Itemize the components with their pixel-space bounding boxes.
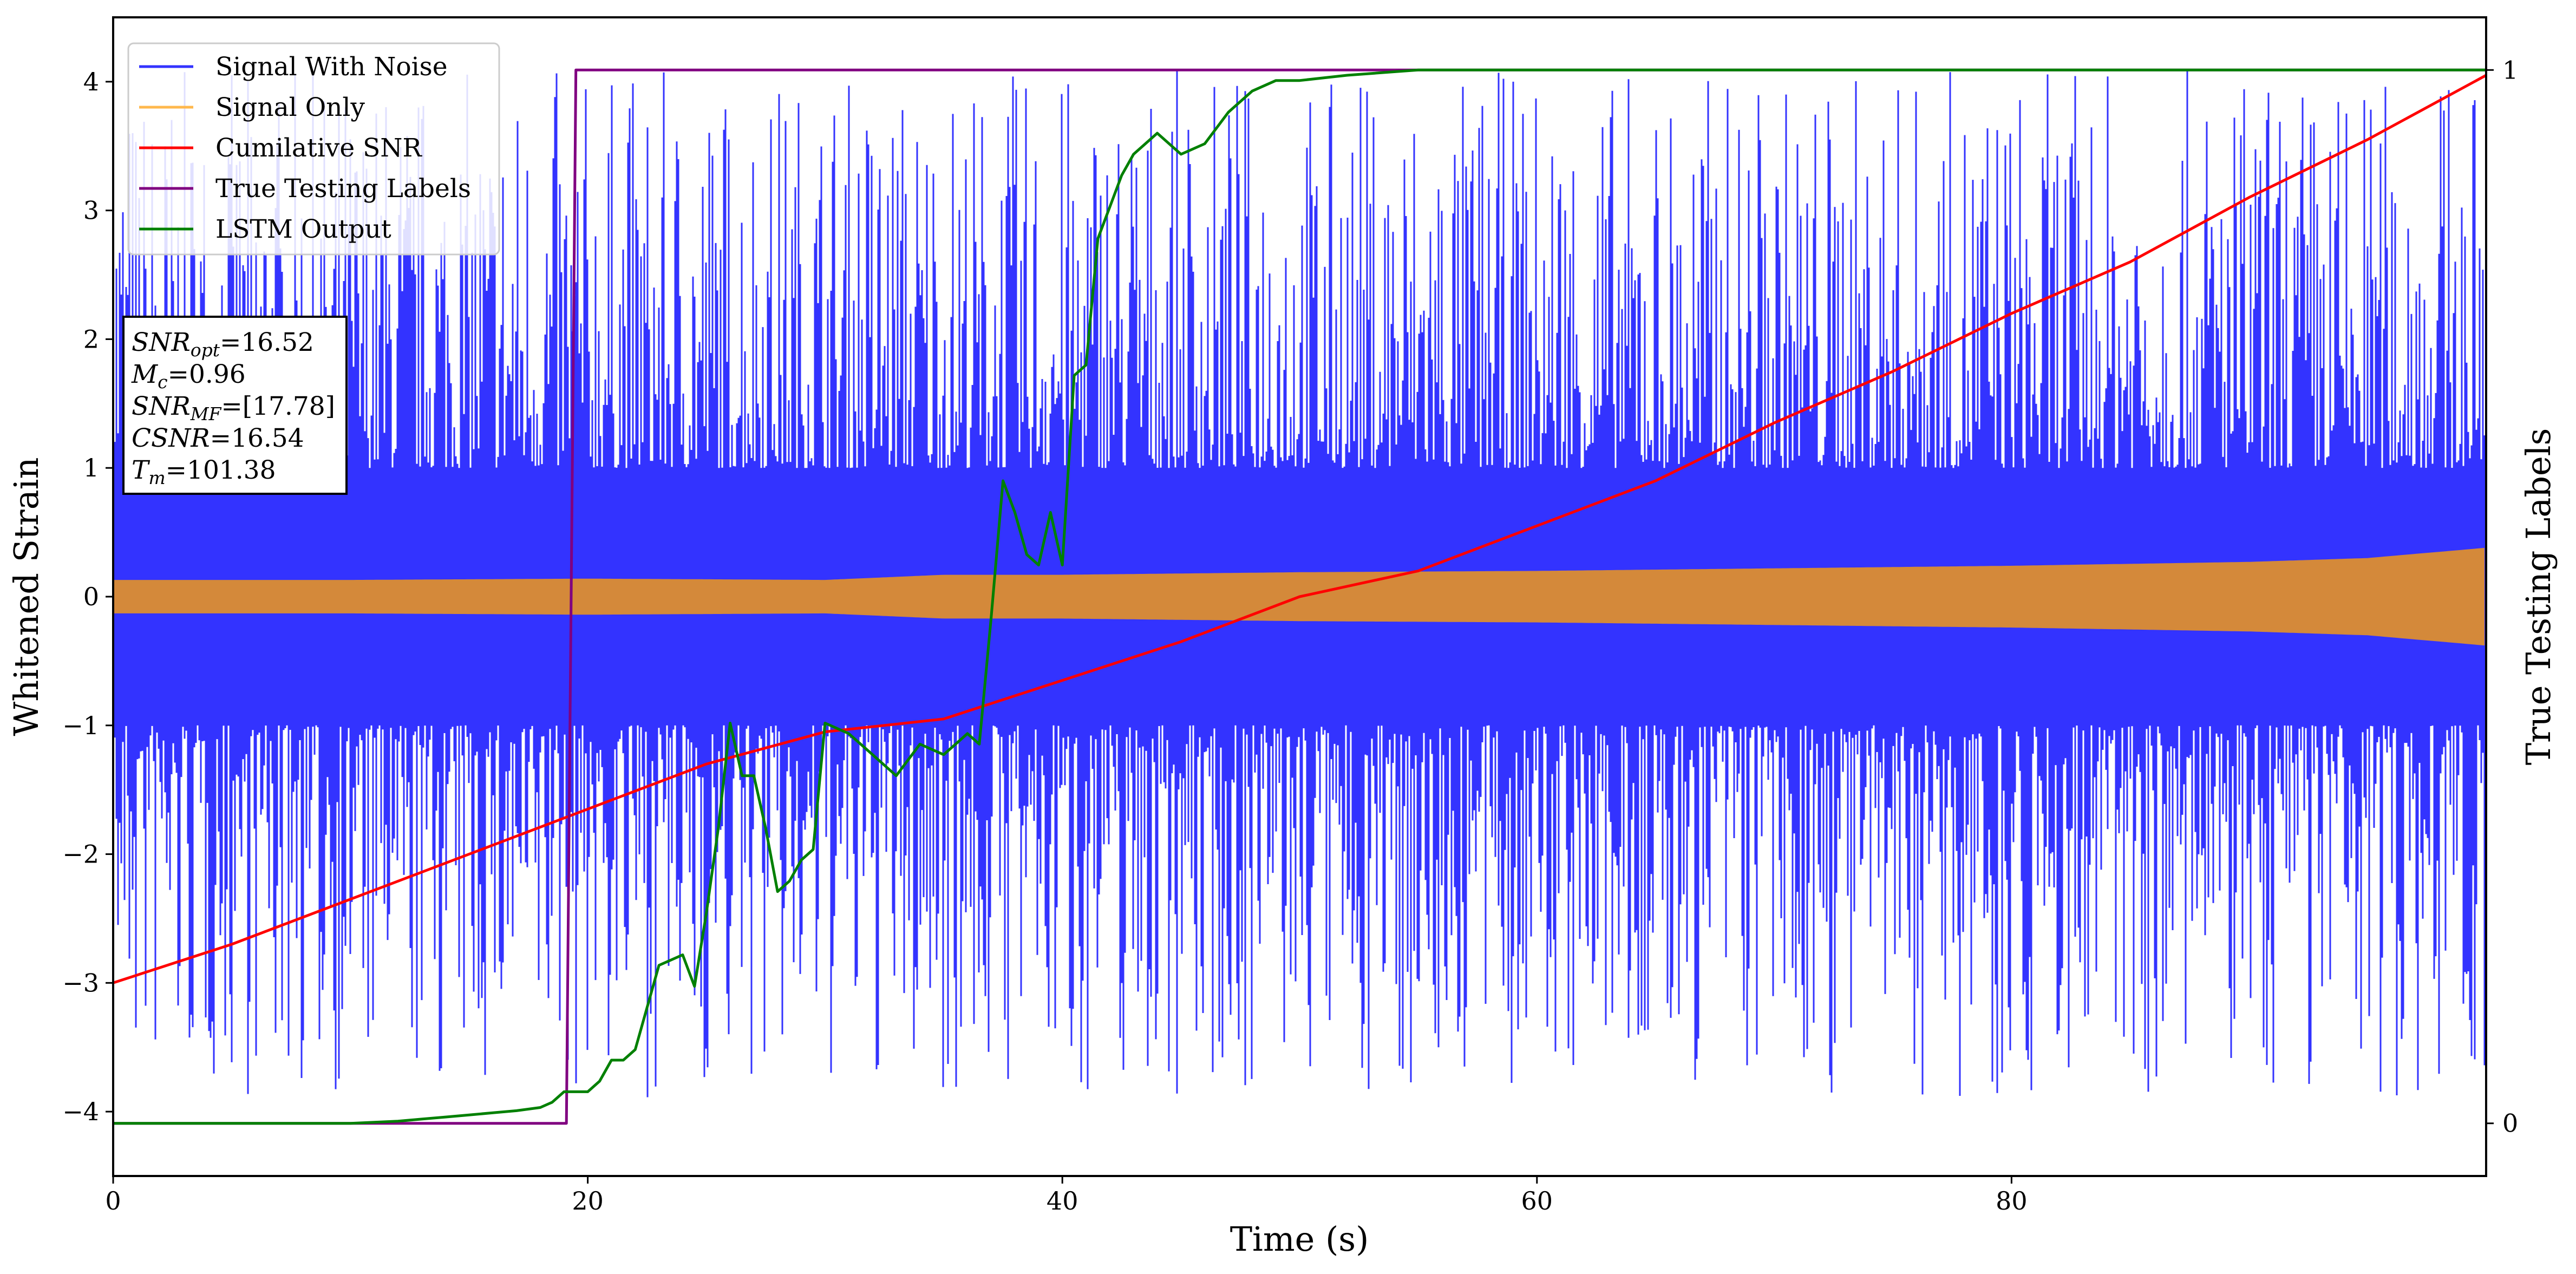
stat-line: SNRMF=[17.78] <box>132 391 335 424</box>
stats-box <box>122 316 348 495</box>
y2-axis-title: True Testing Labels <box>2519 428 2558 766</box>
y-tick-label: 3 <box>83 196 99 225</box>
stat-line: Mc=0.96 <box>131 360 246 393</box>
legend-label: Signal Only <box>215 93 365 122</box>
stat-line: SNRopt=16.52 <box>132 328 314 361</box>
y-tick-label: 0 <box>83 582 99 611</box>
y-tick-label: −2 <box>62 840 99 869</box>
stats-annotation: SNRopt=16.52Mc=0.96SNRMF=[17.78]CSNR=16.… <box>122 316 348 495</box>
y-tick-label: 1 <box>83 453 99 482</box>
x-tick-label: 60 <box>1521 1186 1553 1216</box>
y-tick-label: 4 <box>83 67 99 96</box>
legend-label: True Testing Labels <box>215 174 471 204</box>
axes: 0 20 40 60 80 4 3 2 1 0 −1 −2 −3 −4 1 0 <box>62 55 2518 1216</box>
legend-label: Cumilative SNR <box>215 133 422 163</box>
legend-label: Signal With Noise <box>215 52 448 82</box>
y-tick-label: −4 <box>62 1097 99 1126</box>
x-tick-label: 20 <box>572 1186 604 1216</box>
y2-tick-label: 0 <box>2502 1109 2518 1138</box>
plot-area <box>113 68 2486 1125</box>
y-tick-label: −1 <box>62 711 99 740</box>
stat-line: Tm=101.38 <box>132 455 276 488</box>
y-tick-label: −3 <box>62 968 99 997</box>
y-axis-title: Whitened Strain <box>6 458 46 736</box>
legend-label: LSTM Output <box>215 214 391 244</box>
legend: Signal With Noise Signal Only Cumilative S… <box>127 42 500 256</box>
x-tick-label: 80 <box>1996 1186 2028 1216</box>
y-tick-label: 2 <box>83 324 99 354</box>
series-lstm-output <box>113 68 2486 1125</box>
x-axis-title: Time (s) <box>1230 1219 1369 1259</box>
x-tick-label: 40 <box>1047 1186 1078 1216</box>
series-cumilative-snr <box>113 74 2486 984</box>
stat-line: CSNR=16.54 <box>132 423 304 453</box>
x-tick-label: 0 <box>105 1186 121 1216</box>
y2-tick-label: 1 <box>2502 55 2518 84</box>
noise-spikes <box>113 69 2486 1097</box>
legend-box <box>127 42 500 256</box>
